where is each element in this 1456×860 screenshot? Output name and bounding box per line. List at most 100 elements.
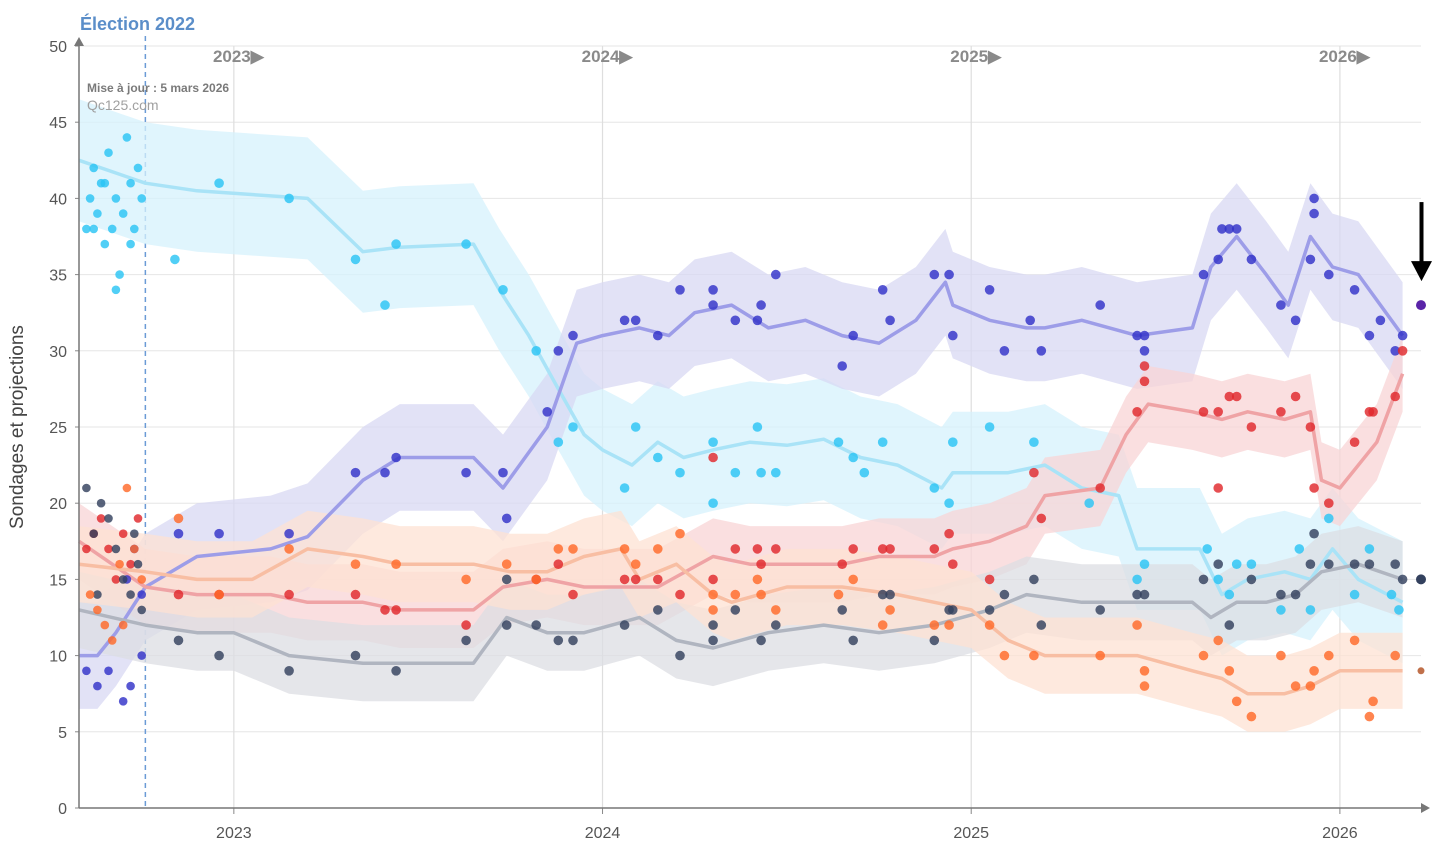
poll-dot-pq <box>752 315 763 326</box>
poll-dot-caq <box>461 239 471 249</box>
poll-dot-pcq <box>929 635 940 646</box>
poll-dot-caq <box>675 467 685 478</box>
year-top-label: 2025▶ <box>950 47 1002 66</box>
poll-dot-pq <box>984 285 995 295</box>
poll-dot-plq <box>133 514 143 523</box>
poll-dot-plq <box>104 544 113 554</box>
poll-dot-qs <box>130 544 139 554</box>
poll-dot-caq <box>118 209 128 218</box>
poll-dot-caq <box>708 437 718 448</box>
poll-dot-caq <box>89 224 98 234</box>
poll-dot-pcq <box>1397 574 1408 585</box>
poll-dot-pcq <box>1305 559 1316 569</box>
poll-dot-caq <box>100 239 110 249</box>
poll-dot-pq <box>1198 269 1209 280</box>
poll-dot-plq <box>1397 346 1408 356</box>
poll-dot-caq <box>944 498 954 509</box>
poll-dot-qs <box>118 620 128 630</box>
poll-dot-pcq <box>1390 559 1400 569</box>
poll-dot-pq <box>1139 330 1150 341</box>
poll-dot-pcq <box>130 529 139 538</box>
poll-dot-pq <box>137 651 146 660</box>
poll-dot-plq <box>1132 407 1142 417</box>
poll-dot-pcq <box>653 605 663 615</box>
poll-dot-pcq <box>848 635 858 646</box>
poll-dot-pq <box>498 467 508 478</box>
poll-dot-caq <box>531 346 541 356</box>
poll-dot-pq <box>877 285 888 295</box>
poll-dot-qs <box>944 620 954 630</box>
poll-dot-qs <box>531 574 541 585</box>
poll-dot-caq <box>1305 605 1316 615</box>
poll-dot-plq <box>173 589 184 600</box>
poll-dot-plq <box>1029 467 1039 478</box>
poll-dot-caq <box>82 224 91 234</box>
poll-dot-pq <box>885 315 895 326</box>
poll-dot-qs <box>1029 650 1039 661</box>
poll-dot-pq <box>848 330 858 341</box>
poll-dot-caq <box>111 285 121 295</box>
poll-dot-plq <box>568 589 578 600</box>
poll-dot-caq <box>93 209 102 218</box>
poll-dot-qs <box>1198 650 1209 661</box>
poll-dot-caq <box>1132 574 1142 585</box>
poll-dot-plq <box>1139 376 1150 387</box>
poll-dot-qs <box>461 574 471 585</box>
x-tick-label: 2025 <box>953 825 989 842</box>
bands-layer <box>79 99 1403 732</box>
poll-dot-plq <box>1290 391 1301 402</box>
poll-dot-pcq <box>1290 589 1301 600</box>
poll-dot-pq <box>104 666 113 676</box>
poll-dot-caq <box>100 178 110 188</box>
poll-dot-plq <box>1213 483 1223 493</box>
poll-dot-pq <box>118 697 128 706</box>
poll-dot-pq <box>944 269 954 280</box>
poll-dot-plq <box>1231 391 1242 402</box>
poll-dot-pcq <box>1029 574 1039 585</box>
poll-dot-pq <box>350 467 361 478</box>
poll-dot-caq <box>104 148 113 157</box>
poll-dot-qs <box>115 559 124 569</box>
poll-dot-pcq <box>568 635 578 646</box>
poll-dot-pcq <box>126 590 135 599</box>
poll-dot-plq <box>1224 391 1235 402</box>
y-tick-label: 35 <box>49 268 67 285</box>
poll-dot-qs <box>568 544 578 554</box>
poll-dot-plq <box>1349 437 1360 448</box>
poll-dot-pq <box>1309 208 1319 219</box>
y-tick-label: 30 <box>49 344 67 361</box>
poll-dot-pq <box>999 346 1010 356</box>
poll-dot-plq <box>1139 361 1150 371</box>
poll-dot-pcq <box>837 605 847 615</box>
poll-dot-caq <box>1029 437 1039 448</box>
poll-dot-caq <box>1364 544 1375 554</box>
y-tick-label: 45 <box>49 115 67 132</box>
poll-dot-pcq <box>1276 589 1286 600</box>
poll-dot-pq <box>82 666 91 676</box>
poll-dot-plq <box>877 544 888 554</box>
poll-dot-pcq <box>501 620 512 630</box>
poll-dot-caq <box>284 193 294 204</box>
y-axis-title: Sondages et projections <box>7 325 28 529</box>
poll-dot-qs <box>619 544 630 554</box>
poll-dot-caq <box>122 133 132 142</box>
poll-dot-qs <box>1309 666 1319 676</box>
poll-dot-caq <box>115 270 124 279</box>
poll-dot-pq <box>1375 315 1386 326</box>
poll-dot-caq <box>1276 605 1286 615</box>
poll-dot-caq <box>1349 589 1360 600</box>
poll-dot-pcq <box>461 635 471 646</box>
poll-dot-caq <box>130 224 139 234</box>
poll-dot-pcq <box>501 574 512 585</box>
poll-dot-caq <box>756 467 766 478</box>
poll-dot-pq <box>284 528 294 539</box>
poll-dot-pq <box>1364 330 1375 341</box>
labels: 0510152025303540455020232023▶20242024▶20… <box>49 39 1371 842</box>
poll-dot-pq <box>391 452 401 463</box>
poll-dot-pq <box>126 681 135 691</box>
y-axis-arrow-icon <box>74 37 84 46</box>
poll-dot-plq <box>752 544 763 554</box>
poll-dot-pcq <box>877 589 888 600</box>
poll-dot-plq <box>82 544 91 554</box>
poll-dot-qs <box>708 605 718 615</box>
